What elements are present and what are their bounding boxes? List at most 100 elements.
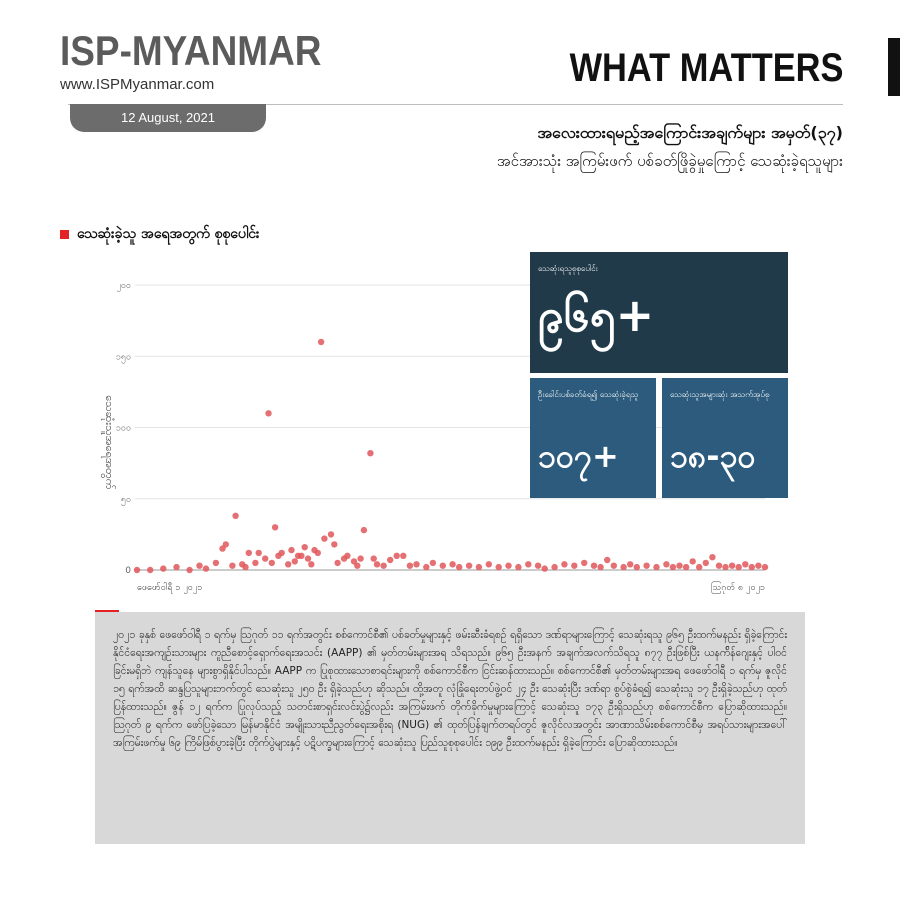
data-point [380,562,387,569]
data-point [232,512,239,519]
data-point [429,559,437,567]
data-point [439,562,446,569]
data-point [373,561,381,568]
data-point [212,559,220,567]
data-point [505,562,512,569]
data-point [400,552,407,559]
data-point [702,559,709,567]
data-point [298,552,305,559]
y-tick-label: ၅၀ [121,495,131,506]
data-point [133,566,141,574]
data-point [268,559,275,567]
data-point [278,549,285,557]
data-point [465,562,473,569]
data-point [360,526,368,534]
data-point [285,561,292,568]
data-point [387,556,394,564]
data-point [370,555,377,562]
data-point [367,450,374,457]
data-point [653,563,660,571]
data-point [173,563,180,571]
y-tick-label: 0 [125,566,131,576]
data-point [541,565,548,572]
summary-panel: ၂၀၂၁ ခုနှစ် ဖေဖော်ဝါရီ ၁ ရက်မှ ဩဂုတ် ၁၁ … [95,612,805,844]
data-point [357,555,364,562]
data-point [689,558,696,565]
data-point [755,562,762,569]
data-point [534,562,542,569]
data-point [676,562,683,569]
data-point [669,563,677,571]
panel-accent-line [95,610,119,613]
data-point [304,555,312,562]
data-point [291,558,298,565]
brand-block: ISP-MYANMAR www.ISPMyanmar.com [60,27,357,94]
stat-value: ၉၆၅+ [538,288,655,342]
data-point [317,338,325,346]
data-point [735,563,742,571]
data-point [406,562,414,569]
data-point [456,563,463,571]
data-point [354,562,361,569]
data-point [515,563,522,571]
data-point [525,561,532,568]
data-point [229,562,236,569]
series-label: WHAT MATTERS [569,46,843,90]
data-point [604,556,611,564]
data-point [581,559,588,567]
data-point [202,565,210,572]
section-bullet-icon [60,230,69,239]
data-point [551,563,558,571]
data-point [728,562,736,569]
data-point [196,562,203,569]
data-point [147,566,154,574]
data-point [761,563,769,571]
data-point [423,563,430,571]
data-point [252,559,259,567]
data-point [262,555,269,562]
data-point [610,562,617,569]
stat-label: သေဆုံးသူအများဆုံး အသက်အုပ်စု [670,390,770,399]
data-point [475,563,483,571]
data-point [242,563,249,571]
brand-logo-text: ISP-MYANMAR [60,27,322,74]
stat-card-total: သေဆုံးရသူစုစုပေါင်း ၉၆၅+ [530,252,788,373]
data-point [633,563,640,571]
accent-bar [888,38,900,96]
stat-card-age: သေဆုံးသူအများဆုံး အသက်အုပ်စု ၁၈-၃၀ [662,378,788,498]
page-title: အလေးထားရမည့်အကြောင်းအချက်များ အမှတ်(၃၇) [537,123,843,142]
data-point [663,561,670,568]
page-subtitle: အင်အားသုံး အကြမ်းဖက် ပစ်ခတ်ဖြိုခွဲမှုကြေ… [496,152,843,170]
data-point [393,552,400,559]
data-point [301,544,308,551]
data-point [186,566,193,574]
data-point [571,562,578,569]
stat-label: သေဆုံးရသူစုစုပေါင်း [538,264,598,273]
data-point [561,561,568,568]
stat-card-headshot: ဦးခေါင်းပစ်ခတ်ခံရ၍ သေဆုံးခဲ့ရသူ ၁၀၇+ [530,378,656,498]
y-tick-label: ၁၀၀ [116,424,131,434]
data-point [682,563,690,571]
data-point [334,559,341,567]
section-title: သေဆုံးခဲ့သူ အရေအတွက် စုစုပေါင်း [77,226,260,242]
data-point [255,549,262,557]
data-point [485,561,492,568]
y-tick-label: ၂၀၀ [116,281,131,292]
data-point [327,531,335,538]
data-point [715,562,723,569]
data-point [160,565,167,572]
data-point [722,563,729,571]
header-divider [68,104,843,105]
data-point [627,561,634,568]
y-axis-label: သေဆုံးသူအရေအတွက် [101,395,116,489]
data-point [271,524,279,531]
data-point [222,541,229,548]
data-point [288,546,295,554]
summary-text: ၂၀၂၁ ခုနှစ် ဖေဖော်ဝါရီ ၁ ရက်မှ ဩဂုတ် ၁၁ … [113,629,787,749]
data-point [449,561,456,568]
data-point [590,562,598,569]
stat-value: ၁၈-၃၀ [670,437,756,475]
data-point [314,549,321,557]
data-point [696,563,703,571]
data-point [643,562,650,569]
